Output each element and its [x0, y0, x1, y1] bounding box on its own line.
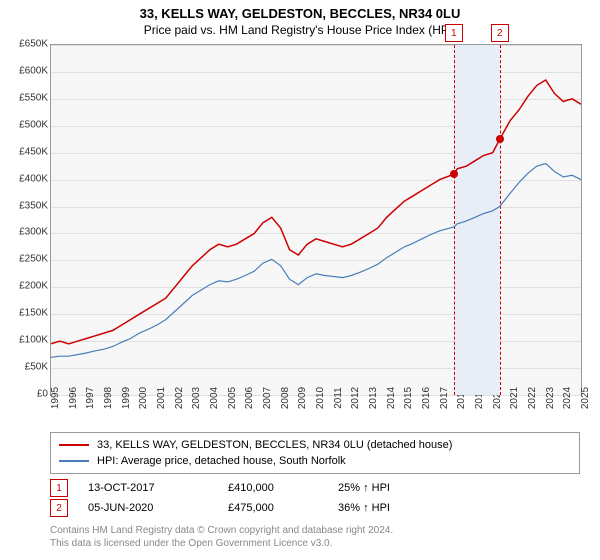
ytick-label: £150K [19, 308, 48, 319]
ytick-label: £600K [19, 65, 48, 76]
ytick-label: £300K [19, 227, 48, 238]
line-svg [51, 45, 581, 395]
ytick-label: £450K [19, 146, 48, 157]
xtick-label: 2025 [580, 387, 591, 409]
sale-marker: 1 [50, 479, 68, 497]
chart-subtitle: Price paid vs. HM Land Registry's House … [0, 21, 600, 41]
sale-price: £475,000 [228, 502, 338, 514]
legend-swatch [59, 460, 89, 462]
legend-item-price-paid: 33, KELLS WAY, GELDESTON, BECCLES, NR34 … [59, 437, 571, 453]
footnote-line: This data is licensed under the Open Gov… [50, 537, 580, 550]
legend: 33, KELLS WAY, GELDESTON, BECCLES, NR34 … [50, 432, 580, 474]
sale-row: 1 13-OCT-2017 £410,000 25% ↑ HPI [50, 478, 580, 498]
ytick-label: £100K [19, 335, 48, 346]
event-marker: 1 [445, 24, 463, 42]
legend-swatch [59, 444, 89, 446]
sale-marker: 2 [50, 499, 68, 517]
ytick-label: £500K [19, 119, 48, 130]
ytick-label: £250K [19, 254, 48, 265]
event-marker: 2 [491, 24, 509, 42]
chart-title: 33, KELLS WAY, GELDESTON, BECCLES, NR34 … [0, 0, 600, 21]
ytick-label: £200K [19, 281, 48, 292]
legend-item-hpi: HPI: Average price, detached house, Sout… [59, 453, 571, 469]
sale-date: 05-JUN-2020 [88, 502, 228, 514]
ytick-label: £400K [19, 173, 48, 184]
sale-delta: 25% ↑ HPI [338, 482, 448, 494]
event-dot [496, 135, 504, 143]
ytick-label: £350K [19, 200, 48, 211]
ytick-label: £650K [19, 39, 48, 50]
plot-area [50, 44, 582, 396]
sale-date: 13-OCT-2017 [88, 482, 228, 494]
series-line-hpi [51, 164, 581, 358]
sale-delta: 36% ↑ HPI [338, 502, 448, 514]
chart-container: 33, KELLS WAY, GELDESTON, BECCLES, NR34 … [0, 0, 600, 560]
legend-label: HPI: Average price, detached house, Sout… [97, 455, 346, 467]
legend-label: 33, KELLS WAY, GELDESTON, BECCLES, NR34 … [97, 439, 452, 451]
ytick-label: £50K [25, 362, 48, 373]
footnote-line: Contains HM Land Registry data © Crown c… [50, 524, 580, 537]
sale-price: £410,000 [228, 482, 338, 494]
sales-table: 1 13-OCT-2017 £410,000 25% ↑ HPI 2 05-JU… [50, 478, 580, 518]
sale-row: 2 05-JUN-2020 £475,000 36% ↑ HPI [50, 498, 580, 518]
footnote: Contains HM Land Registry data © Crown c… [50, 524, 580, 550]
event-dot [450, 170, 458, 178]
series-line-price_paid [51, 80, 581, 344]
ytick-label: £550K [19, 92, 48, 103]
ytick-label: £0 [37, 389, 48, 400]
